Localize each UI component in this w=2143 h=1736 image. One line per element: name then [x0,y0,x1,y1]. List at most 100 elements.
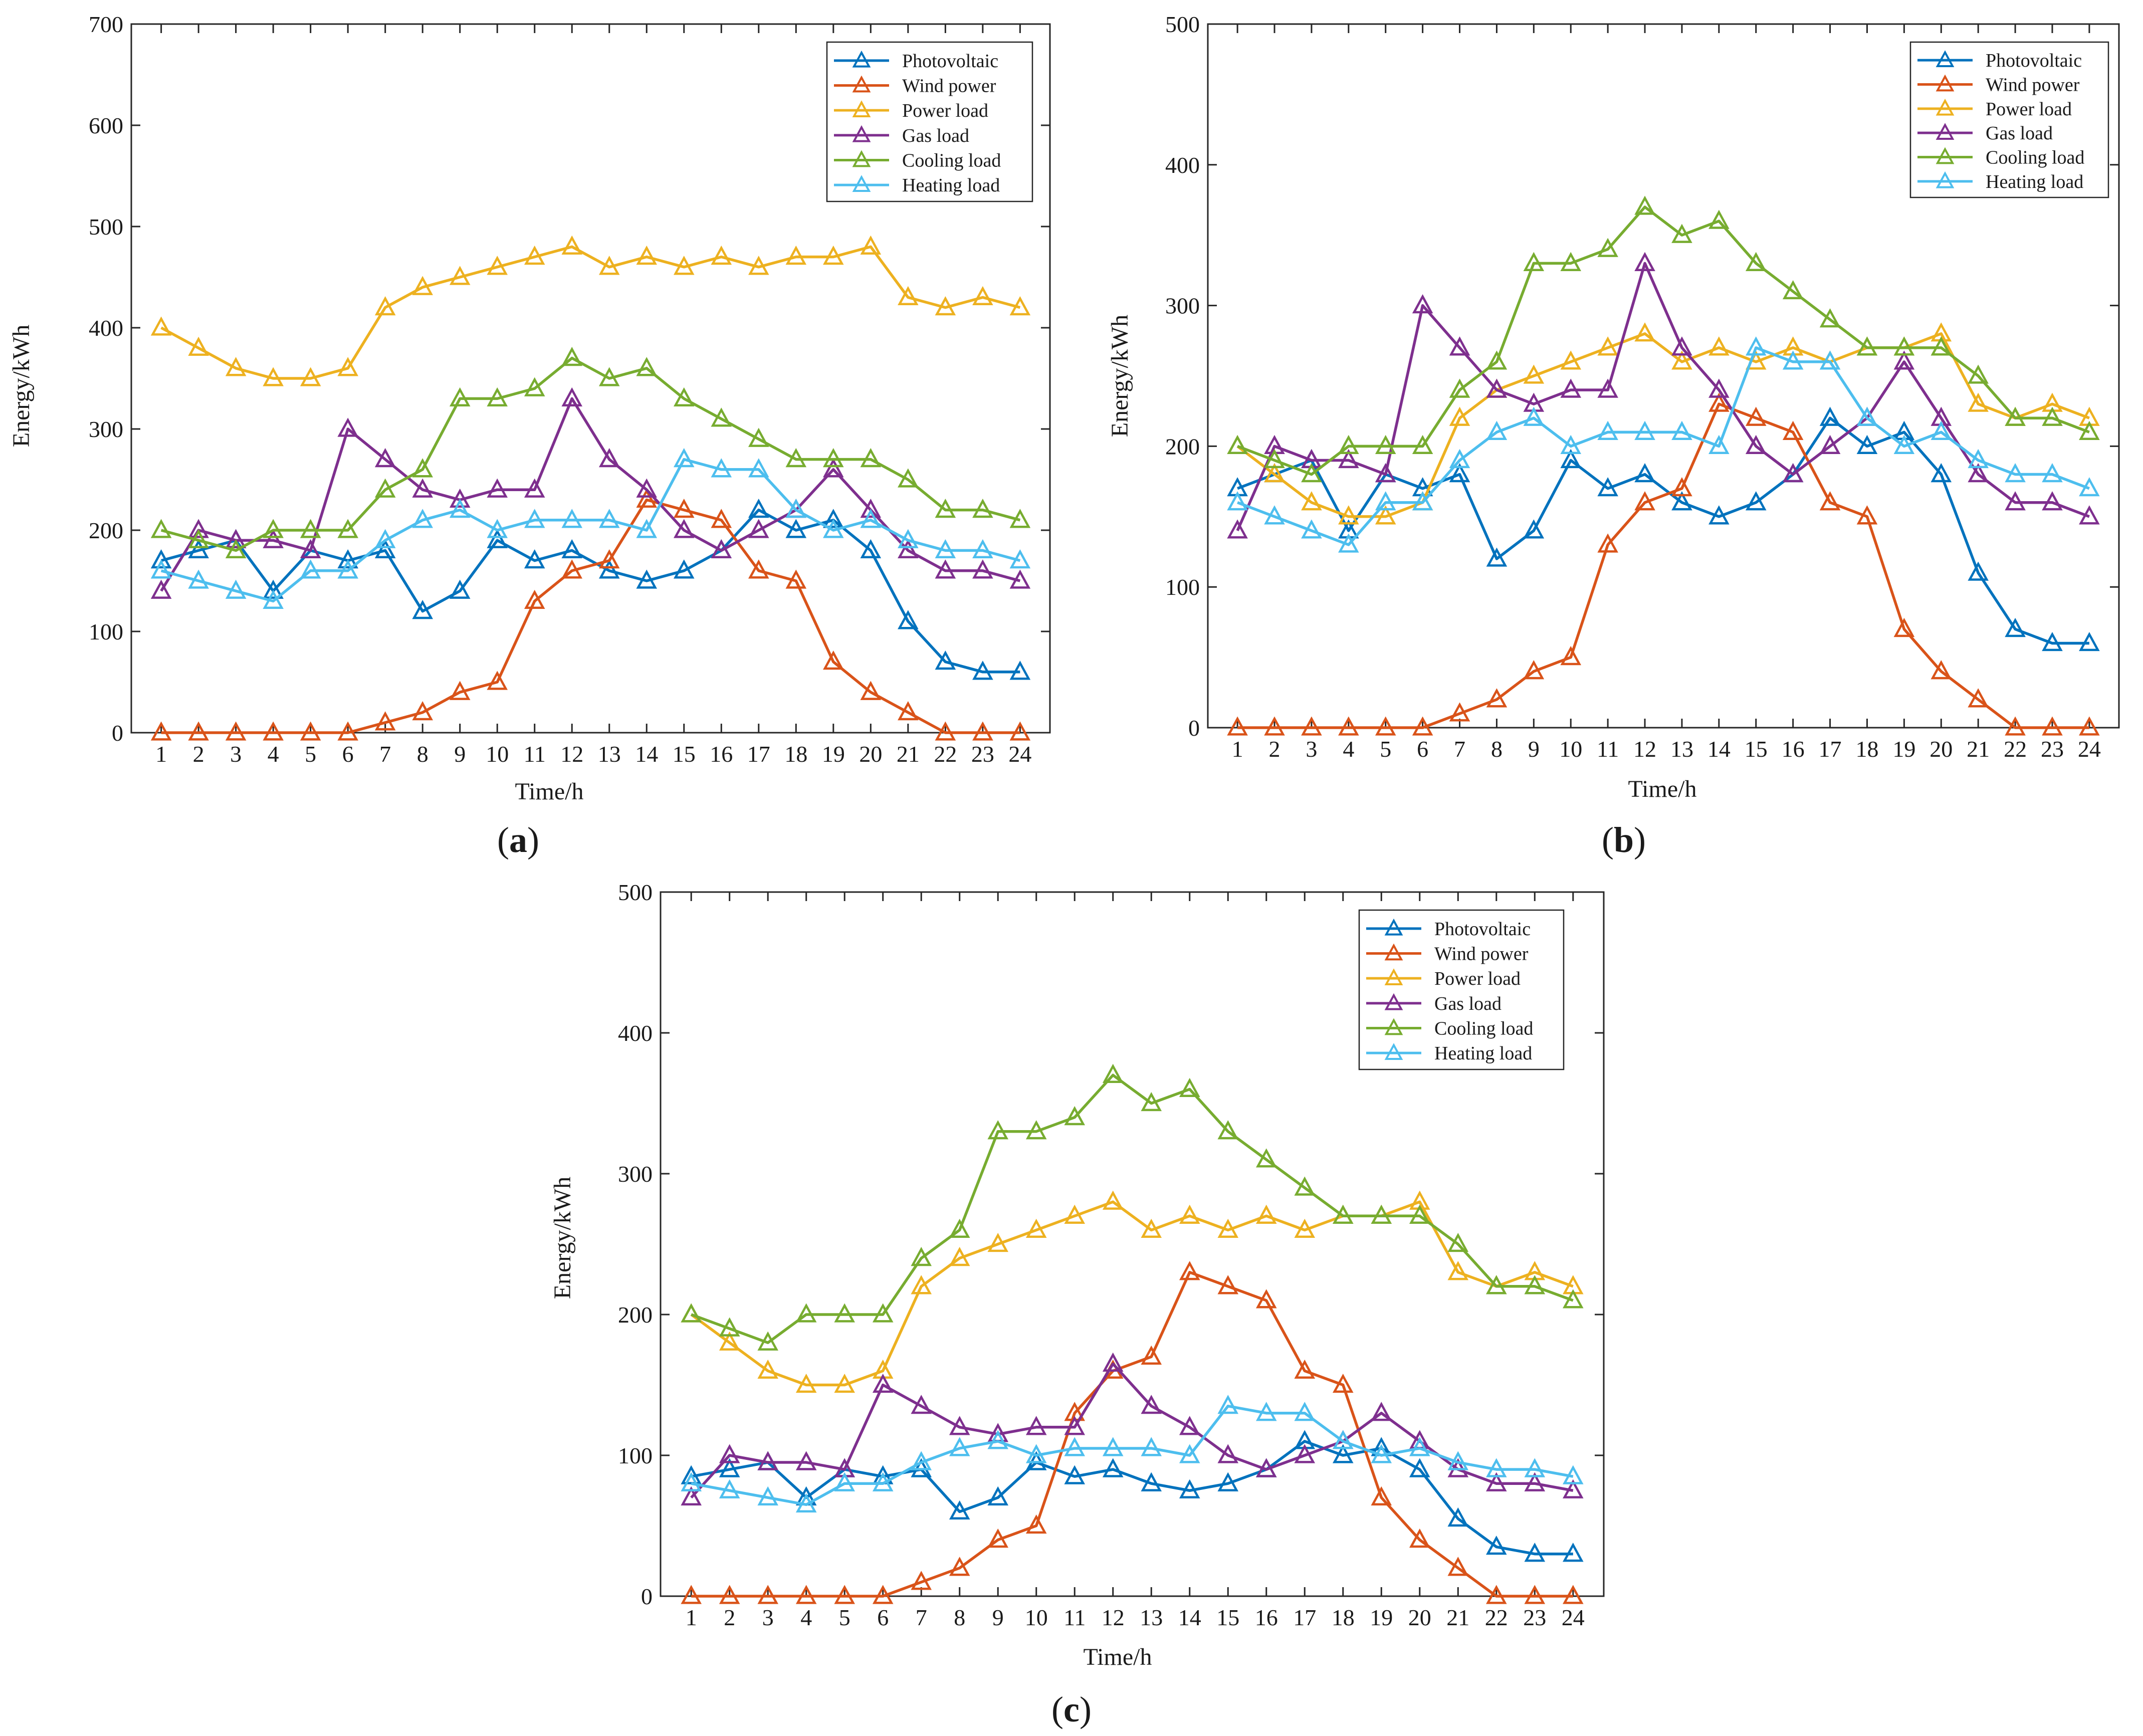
data-point [949,1437,970,1456]
data-point [1634,420,1655,440]
x-tick-label: 19 [1892,736,1915,762]
x-tick-label: 16 [1255,1605,1278,1630]
data-point [935,539,956,559]
data-point [785,448,807,468]
x-tick-label: 3 [230,741,242,767]
data-point [757,1359,778,1379]
data-point [1524,1543,1546,1562]
x-tick-label: 10 [486,741,509,767]
x-tick-label: 22 [934,741,957,767]
data-point [1064,1204,1086,1224]
data-point [1009,509,1031,528]
legend-item: Heating load [1366,1043,1532,1064]
data-point [748,256,769,275]
x-tick-label: 14 [635,741,658,767]
data-point [487,387,508,407]
data-point [1255,1204,1277,1224]
data-point [972,286,993,306]
data-point [1856,435,1878,455]
x-tick-label: 11 [1063,1605,1086,1630]
data-point [987,1430,1009,1449]
data-point [1141,1437,1162,1456]
x-tick-label: 12 [1633,736,1656,762]
x-tick-label: 5 [839,1605,850,1630]
data-point [225,579,247,599]
series-wind-power [681,1261,1584,1604]
y-axis: 0 100 200 300 400 500 [618,880,1604,1609]
data-point [1301,519,1322,539]
legend-label: Power load [1986,99,2072,120]
data-point [1294,1444,1316,1463]
x-tick-label: 6 [342,741,354,767]
data-point [524,246,545,265]
data-point [300,559,321,579]
series-gas-load [1227,252,2100,539]
y-tick-label: 0 [1188,715,1200,741]
data-point [1524,1472,1546,1491]
x-tick-label: 21 [897,741,920,767]
legend-marker [852,150,871,167]
data-point [1782,420,1804,440]
data-point [1486,1585,1507,1604]
legend-item: Power load [1366,968,1521,989]
data-point [1931,660,1952,680]
data-point [1179,1261,1200,1280]
x-tick-label: 14 [1707,736,1731,762]
x-tick-label: 4 [800,1605,812,1630]
data-point [1523,406,1545,426]
legend-box [1358,909,1565,1070]
data-point [1025,1444,1047,1463]
data-point [1563,1543,1584,1562]
data-point [1264,463,1285,483]
data-point [1523,519,1545,539]
data-point [1597,378,1618,398]
data-point [1217,1275,1239,1294]
legend-item: Power load [1917,99,2072,120]
panel-caption: (a) [497,820,539,860]
data-point [1708,209,1730,229]
data-point [898,286,919,306]
data-point [860,499,882,518]
data-point [524,478,545,498]
panel-caption: (b) [1602,820,1646,860]
data-point [636,569,658,589]
x-tick-label: 2 [193,741,204,767]
data-point [487,671,508,690]
data-point [1025,1120,1047,1140]
y-axis: 0 100 200 300 400 500 [1165,12,2119,741]
legend-item: Wind power [1917,75,2080,96]
data-point [188,519,209,538]
data-point [1141,1395,1162,1414]
data-point [823,650,844,670]
data-point [1301,463,1322,483]
data-point [972,661,993,680]
data-point [1523,252,1545,271]
legend-label: Photovoltaic [902,51,998,72]
data-point [795,1451,817,1470]
data-point [872,1373,894,1393]
y-axis-title: Energy/kWh [1107,315,1133,437]
y-tick-label: 700 [89,12,123,37]
data-point [1745,252,1767,271]
legend-box [1909,41,2109,198]
y-tick-label: 300 [89,416,123,442]
data-point [757,1486,778,1505]
data-point [748,427,769,447]
data-point [1563,1479,1584,1498]
data-point [524,549,545,569]
x-tick-label: 18 [1855,736,1878,762]
data-point [1332,1444,1354,1463]
data-point [374,448,396,468]
legend-marker [1936,147,1955,164]
legend-item: Photovoltaic [1917,50,2082,71]
legend-label: Cooling load [1986,147,2084,168]
data-point [1745,406,1767,426]
data-point [2042,631,2063,652]
data-point [1634,252,1655,271]
data-point [1141,1345,1162,1365]
data-point [1447,1451,1469,1470]
y-tick-label: 500 [89,214,123,240]
data-point [673,499,695,518]
data-point [1447,1507,1469,1527]
data-point [1968,392,1989,412]
